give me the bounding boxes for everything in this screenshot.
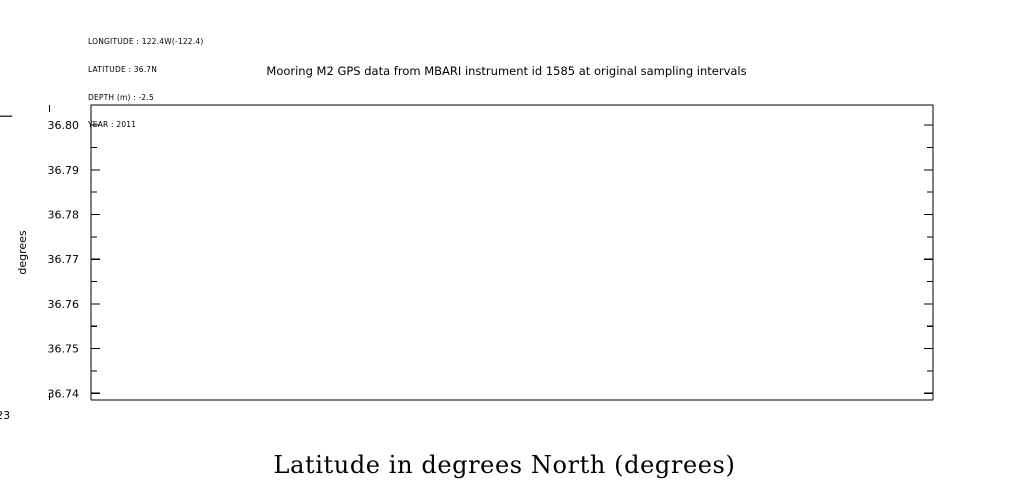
figure-caption: Latitude in degrees North (degrees) (273, 451, 736, 479)
plot-title-text: Mooring M2 GPS data from MBARI instrumen… (266, 64, 747, 78)
y-tick-label: 36.74 (48, 387, 80, 400)
axis-tick-labels: 36.8036.7936.7836.7736.7636.7536.7423242… (0, 119, 80, 422)
metadata-depth: DEPTH (m) : -2.5 (88, 92, 154, 102)
y-tick-label: 36.78 (48, 209, 80, 222)
y-tick-label: 36.76 (48, 298, 80, 311)
y-tick-label: 36.80 (48, 119, 80, 132)
y-tick-label: 36.79 (48, 164, 80, 177)
metadata-latitude: LATITUDE : 36.7N (88, 65, 158, 75)
metadata-longitude: LONGITUDE : 122.4W(-122.4) (88, 37, 204, 47)
data-trace-group (0, 115, 13, 117)
axis-ticks (48, 105, 933, 400)
plot-title: Mooring M2 GPS data from MBARI instrumen… (0, 64, 1009, 78)
x-tick-label: 23 (0, 409, 10, 422)
y-tick-label: 36.75 (48, 343, 80, 356)
y-tick-label: 36.77 (48, 253, 80, 266)
y-axis-title: degrees (16, 230, 29, 275)
plot-axes (90, 104, 934, 401)
data-trace-latitude (0, 115, 13, 117)
